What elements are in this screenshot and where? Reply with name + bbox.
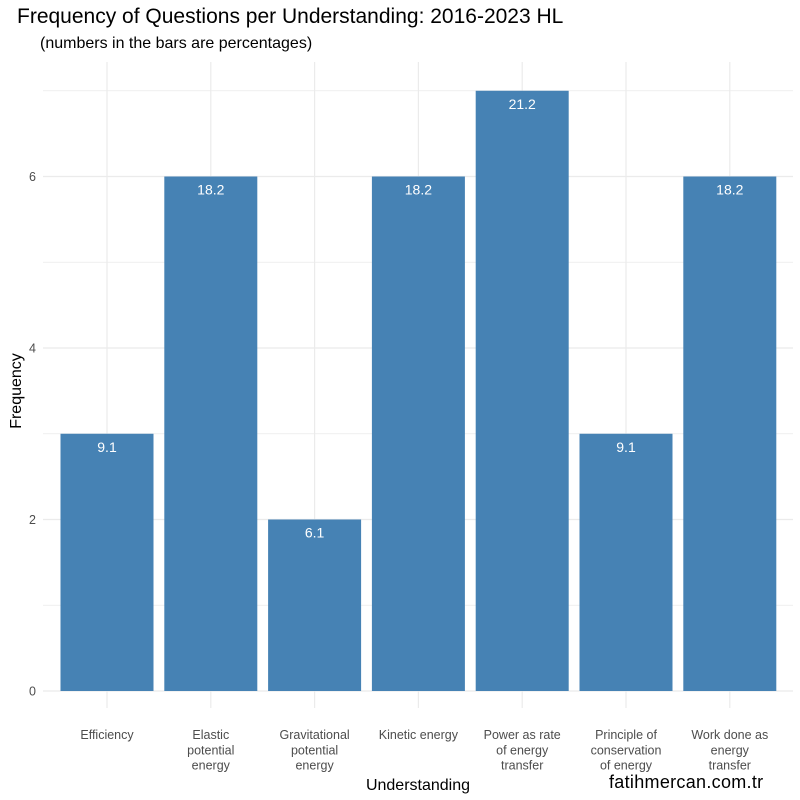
y-axis-ticks: 0 2 4 6 bbox=[29, 170, 36, 699]
bar bbox=[60, 433, 154, 691]
x-tick-label: Kinetic energy bbox=[379, 728, 459, 742]
bar bbox=[475, 90, 569, 691]
x-tick-label: Gravitational potential energy bbox=[280, 728, 350, 773]
chart-subtitle: (numbers in the bars are percentages) bbox=[40, 35, 313, 52]
bar bbox=[579, 433, 673, 691]
bar-value-label: 18.2 bbox=[716, 182, 743, 198]
bar bbox=[268, 519, 362, 691]
x-tick-label: Efficiency bbox=[80, 728, 134, 742]
y-tick-label: 2 bbox=[29, 513, 36, 527]
y-tick-label: 6 bbox=[29, 170, 36, 184]
y-tick-label: 4 bbox=[29, 342, 36, 356]
bar-value-label: 6.1 bbox=[305, 525, 325, 541]
y-axis-title: Frequency bbox=[8, 353, 25, 429]
bar bbox=[164, 176, 258, 691]
x-tick-label: Work done as energy transfer bbox=[691, 728, 768, 773]
x-axis-ticks: Efficiency Elastic potential energy Gravitat… bbox=[80, 728, 768, 773]
bars bbox=[60, 90, 777, 691]
bar-value-labels: 9.1 18.2 6.1 18.2 21.2 9.1 18.2 bbox=[97, 96, 743, 541]
bar bbox=[371, 176, 465, 691]
bar-value-label: 18.2 bbox=[405, 182, 432, 198]
bar-value-label: 9.1 bbox=[97, 439, 117, 455]
x-tick-label: Elastic potential energy bbox=[187, 728, 234, 773]
chart-title: Frequency of Questions per Understanding… bbox=[17, 5, 564, 28]
bar-value-label: 18.2 bbox=[197, 182, 224, 198]
bar bbox=[683, 176, 777, 691]
bar-value-label: 9.1 bbox=[616, 439, 636, 455]
x-tick-label: Power as rate of energy transfer bbox=[484, 728, 561, 773]
x-axis-title: Understanding bbox=[366, 777, 470, 794]
x-tick-label: Principle of conservation of energy bbox=[591, 728, 662, 773]
bar-value-label: 21.2 bbox=[509, 96, 536, 112]
y-tick-label: 0 bbox=[29, 685, 36, 699]
watermark: fatihmercan.com.tr bbox=[609, 772, 764, 792]
